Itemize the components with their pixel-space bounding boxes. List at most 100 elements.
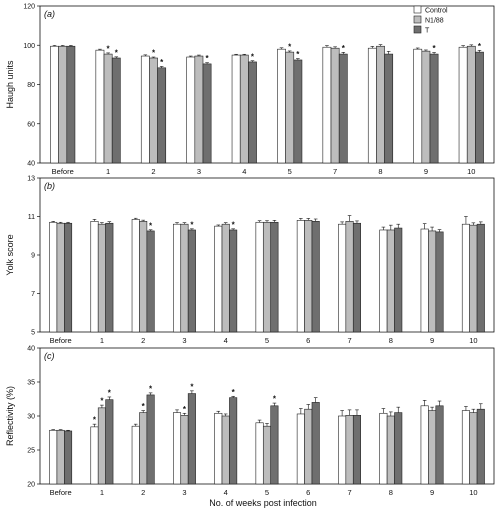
bar-control: [296, 413, 305, 485]
significance-marker: *: [190, 382, 194, 391]
bar-t: [146, 394, 155, 485]
y-tick-label: 100: [23, 43, 35, 50]
bar-control: [420, 228, 429, 333]
bar-n1-88: [262, 221, 272, 333]
bar-n1-88: [428, 410, 437, 485]
x-tick-label: 5: [265, 336, 269, 345]
significance-marker: *: [149, 384, 153, 393]
x-tick-label: 10: [467, 167, 475, 176]
bar-n1-88: [428, 230, 437, 333]
bar-control: [367, 47, 377, 164]
x-tick-label: 4: [224, 336, 228, 345]
bar-t: [311, 402, 320, 485]
bar-t: [64, 222, 73, 333]
bar-control: [461, 223, 470, 333]
bar-control: [214, 412, 223, 485]
x-tick-label: 9: [424, 167, 428, 176]
significance-marker: *: [232, 220, 236, 229]
legend-swatch-t: [413, 25, 422, 34]
bar-n1-88: [345, 221, 354, 333]
x-tick-label: 9: [430, 336, 434, 345]
significance-marker: *: [273, 395, 277, 404]
bar-control: [420, 405, 429, 485]
bar-t: [311, 221, 320, 333]
significance-marker: *: [93, 416, 97, 425]
bar-control: [255, 422, 264, 485]
bar-t: [187, 393, 196, 485]
bar-t: [352, 222, 361, 333]
significance-marker: *: [115, 48, 119, 57]
bar-n1-88: [139, 412, 148, 485]
significance-marker: *: [342, 44, 346, 53]
bar-control: [95, 49, 105, 164]
x-tick-label: 8: [389, 336, 393, 345]
significance-marker: *: [232, 388, 236, 397]
bar-n1-88: [376, 45, 385, 164]
bar-n1-88: [386, 415, 395, 485]
bar-t: [338, 53, 348, 164]
x-tick-label: Before: [50, 488, 72, 497]
bar-control: [140, 55, 150, 164]
bar-n1-88: [180, 223, 189, 333]
bar-n1-88: [149, 57, 158, 164]
bar-t: [146, 230, 155, 333]
bar-control: [379, 229, 388, 333]
bar-t: [64, 430, 73, 485]
bar-n1-88: [180, 415, 189, 485]
bar-n1-88: [139, 221, 148, 333]
y-tick-label: 11: [28, 214, 35, 221]
bar-t: [105, 222, 114, 333]
significance-marker: *: [160, 58, 164, 67]
panel-1: 5 7 9 11 13 Yolk score (b) Before 1 2 * 3 * 4 * 5 6 7 8 9 10: [5, 176, 495, 345]
bar-n1-88: [97, 407, 106, 485]
x-tick-label: 6: [306, 488, 310, 497]
bar-t: [66, 45, 76, 164]
legend: Control N1/88 T: [413, 5, 448, 35]
bar-t: [476, 408, 485, 485]
bar-n1-88: [345, 415, 354, 485]
bar-t: [394, 227, 403, 333]
bar-control: [49, 221, 58, 333]
bar-t: [270, 405, 279, 485]
bar-n1-88: [56, 222, 65, 333]
x-tick-label: 1: [100, 488, 104, 497]
bar-n1-88: [421, 50, 431, 164]
y-tick-label: 80: [27, 82, 35, 89]
x-tick-label: 5: [288, 167, 292, 176]
bar-control: [255, 221, 264, 333]
x-tick-label: 2: [141, 488, 145, 497]
bar-control: [231, 54, 241, 164]
significance-marker: *: [142, 402, 146, 411]
bar-n1-88: [304, 408, 313, 485]
bar-t: [229, 229, 238, 333]
panel-label: (a): [44, 9, 55, 19]
x-tick-label: 3: [197, 167, 201, 176]
significance-marker: *: [251, 52, 255, 61]
y-tick-label: 20: [27, 482, 35, 489]
significance-marker: *: [152, 49, 156, 58]
bar-control: [90, 221, 99, 333]
panel-label: (c): [44, 351, 55, 361]
bar-n1-88: [330, 47, 340, 164]
significance-marker: *: [183, 405, 187, 414]
bar-control: [413, 48, 423, 164]
panel-label: (b): [44, 181, 55, 191]
y-tick-label: 9: [31, 253, 35, 260]
bar-n1-88: [194, 55, 204, 164]
significance-marker: *: [206, 54, 210, 63]
significance-marker: *: [149, 221, 153, 230]
bar-n1-88: [221, 415, 230, 485]
bar-t: [475, 51, 484, 164]
y-tick-label: 25: [27, 448, 35, 455]
bar-control: [214, 225, 223, 333]
x-tick-label: 4: [224, 488, 228, 497]
y-tick-label: 7: [31, 291, 35, 298]
bar-n1-88: [97, 223, 106, 333]
bar-control: [173, 412, 182, 485]
x-tick-label: Before: [50, 336, 72, 345]
bar-t: [157, 67, 167, 164]
y-tick-label: 13: [27, 176, 35, 183]
